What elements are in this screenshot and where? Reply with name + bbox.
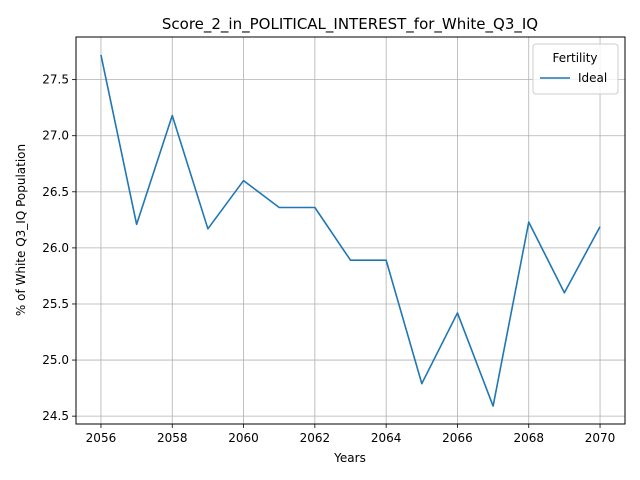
- x-tick-label: 2060: [228, 431, 259, 445]
- x-axis-label: Years: [333, 451, 366, 465]
- grid-lines: [76, 37, 625, 424]
- y-tick-label: 25.0: [42, 353, 69, 367]
- y-tick-label: 27.0: [42, 129, 69, 143]
- legend-box: [532, 43, 619, 95]
- y-tick-label: 27.5: [42, 73, 69, 87]
- y-axis-label: % of White Q3_IQ Population: [14, 144, 28, 316]
- x-tick-label: 2064: [371, 431, 402, 445]
- x-tick-label: 2058: [157, 431, 188, 445]
- y-tick-label: 26.0: [42, 241, 69, 255]
- y-tick-label: 24.5: [42, 409, 69, 423]
- legend-label: Ideal: [578, 71, 607, 85]
- y-tick-label: 26.5: [42, 185, 69, 199]
- x-tick-label: 2068: [513, 431, 544, 445]
- series-group: [100, 54, 601, 407]
- legend-title: Fertility: [552, 51, 597, 65]
- y-tick-label: 25.5: [42, 297, 69, 311]
- legend: Fertility Ideal: [532, 43, 619, 95]
- x-tick-label: 2070: [585, 431, 616, 445]
- plot-frame: [75, 36, 626, 425]
- x-tick-label: 2062: [300, 431, 331, 445]
- x-tick-label: 2066: [442, 431, 473, 445]
- chart-title: Score_2_in_POLITICAL_INTEREST_for_White_…: [162, 15, 538, 34]
- x-tick-label: 2056: [86, 431, 117, 445]
- series-line-ideal: [100, 54, 601, 407]
- x-axis-ticks: 2056 2058 2060 2062 2064 2066 2068 2070: [86, 424, 616, 445]
- y-axis-ticks: 24.5 25.0 25.5 26.0 26.5 27.0 27.5: [42, 73, 76, 423]
